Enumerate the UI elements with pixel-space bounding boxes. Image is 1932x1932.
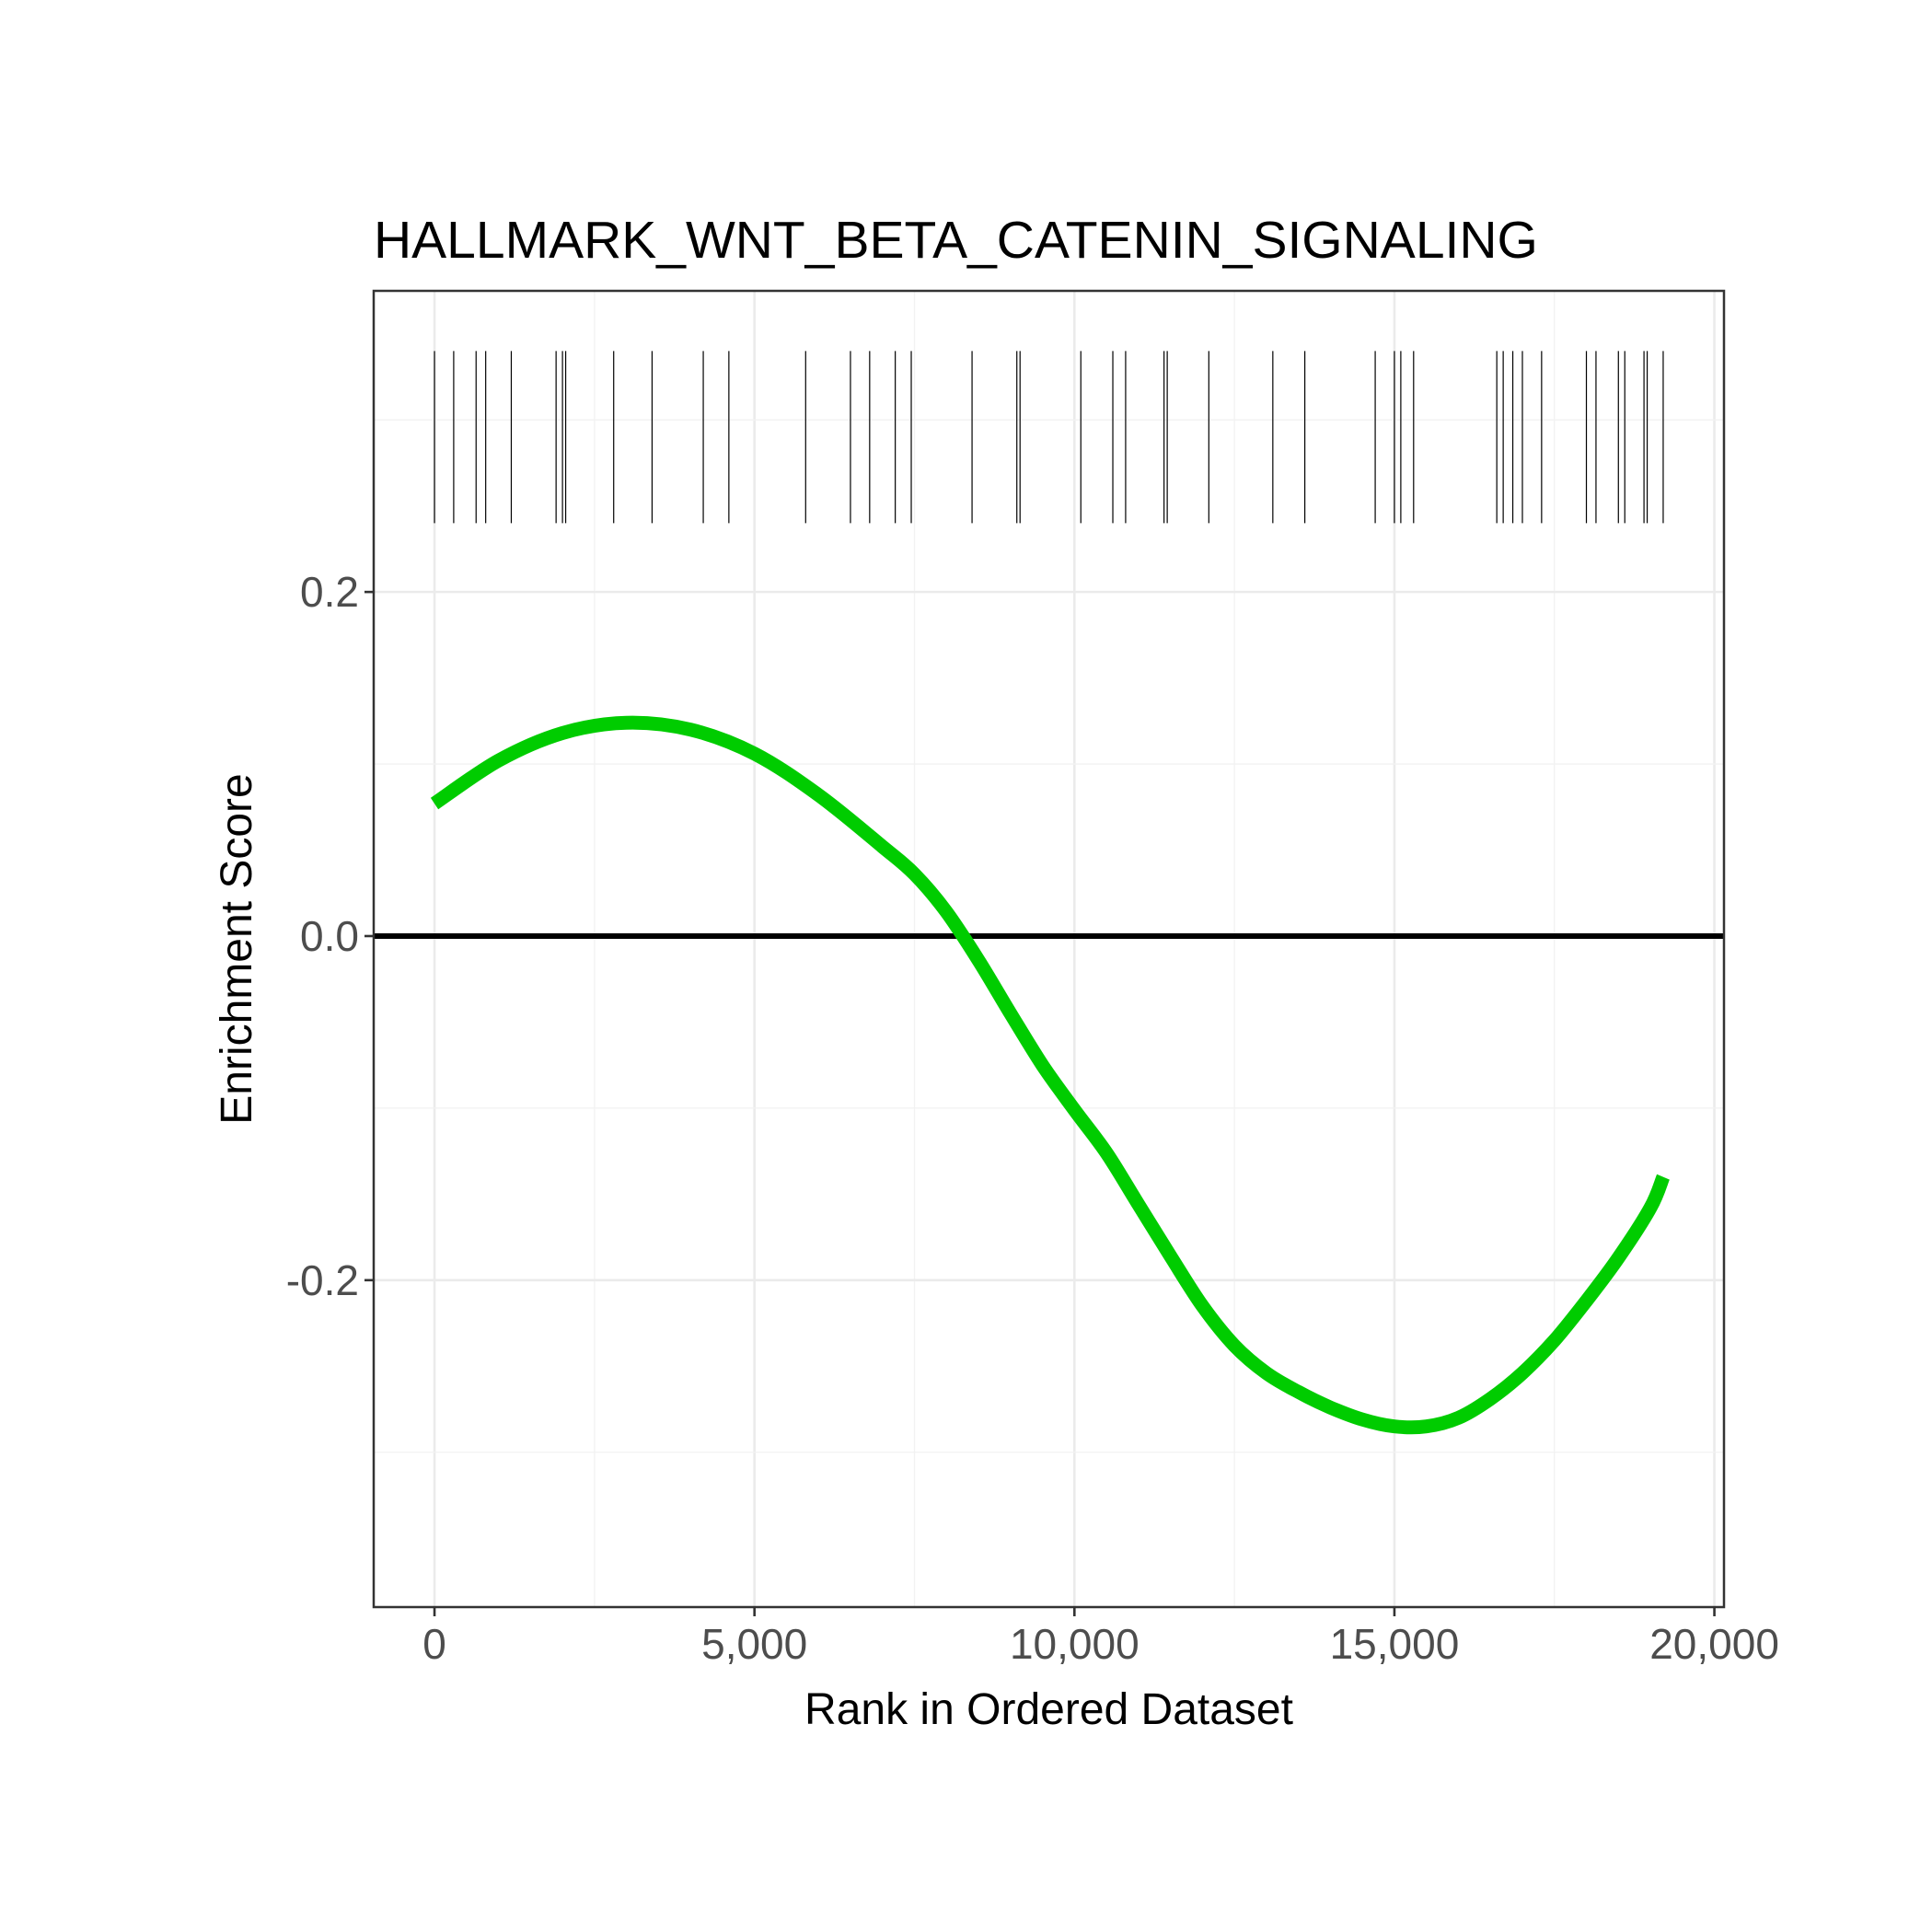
y-tick-label: 0.0 [300, 912, 359, 960]
x-tick-label: 15,000 [1330, 1620, 1460, 1668]
y-tick-label: -0.2 [286, 1256, 359, 1304]
gene-hit-ticks [434, 351, 1664, 524]
x-tick-label: 5,000 [701, 1620, 807, 1668]
panel-border [372, 289, 1726, 1609]
x-tick-label: 20,000 [1649, 1620, 1779, 1668]
x-tick-label: 10,000 [1010, 1620, 1140, 1668]
chart-title: HALLMARK_WNT_BETA_CATENIN_SIGNALING [374, 211, 1538, 270]
y-tick-label: 0.2 [300, 568, 359, 616]
enrichment-curve [430, 715, 1670, 1435]
x-tick-label: 0 [422, 1620, 446, 1668]
x-axis-title: Rank in Ordered Dataset [804, 1685, 1293, 1734]
enrichment-curve-group [430, 715, 1670, 1435]
y-axis-title: Enrichment Score [213, 773, 261, 1125]
grid [374, 291, 1724, 1607]
axis-ticks: 0 5,000 10,000 15,000 20,000 -0.2 0.0 0.2 [286, 568, 1779, 1668]
